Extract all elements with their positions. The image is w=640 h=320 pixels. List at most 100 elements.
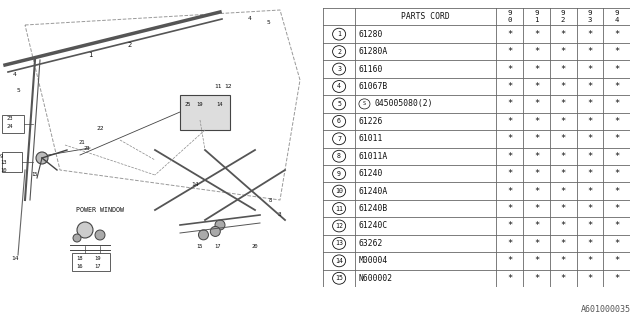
Circle shape — [198, 230, 209, 240]
Text: 61160: 61160 — [358, 65, 383, 74]
Text: *: * — [507, 256, 513, 265]
Text: *: * — [588, 187, 593, 196]
Text: *: * — [507, 239, 513, 248]
Text: 2: 2 — [128, 42, 132, 48]
Text: *: * — [588, 117, 593, 126]
Text: *: * — [507, 100, 513, 108]
Text: *: * — [588, 239, 593, 248]
Text: *: * — [614, 100, 620, 108]
Circle shape — [77, 222, 93, 238]
Text: 63262: 63262 — [358, 239, 383, 248]
Text: 6: 6 — [337, 118, 341, 124]
Text: 11: 11 — [335, 205, 343, 212]
Text: *: * — [588, 274, 593, 283]
Text: *: * — [614, 117, 620, 126]
Text: *: * — [614, 239, 620, 248]
Text: 2: 2 — [337, 49, 341, 55]
Text: 12: 12 — [224, 84, 232, 90]
Text: *: * — [588, 30, 593, 39]
Bar — [180, 95, 230, 130]
Text: 61280: 61280 — [358, 30, 383, 39]
Text: *: * — [588, 47, 593, 56]
Text: 61240: 61240 — [358, 169, 383, 178]
Text: *: * — [534, 204, 539, 213]
Text: *: * — [507, 65, 513, 74]
Text: *: * — [561, 221, 566, 230]
Text: 9: 9 — [614, 10, 619, 16]
Text: *: * — [588, 256, 593, 265]
Text: 20: 20 — [252, 244, 259, 250]
Text: 14: 14 — [191, 182, 199, 188]
Text: *: * — [614, 274, 620, 283]
Text: 9: 9 — [0, 154, 3, 158]
Text: 15: 15 — [32, 172, 38, 178]
Text: 15: 15 — [335, 275, 343, 281]
Text: 8: 8 — [337, 153, 341, 159]
Text: 13: 13 — [335, 240, 343, 246]
Text: *: * — [534, 100, 539, 108]
Text: 3: 3 — [278, 212, 282, 218]
Text: *: * — [561, 152, 566, 161]
Text: 11: 11 — [214, 84, 221, 90]
Text: 61240C: 61240C — [358, 221, 388, 230]
Text: 4: 4 — [337, 84, 341, 90]
Text: *: * — [507, 30, 513, 39]
Text: 21: 21 — [79, 140, 85, 146]
Circle shape — [215, 220, 225, 230]
Text: 5: 5 — [266, 20, 270, 25]
Text: 10: 10 — [335, 188, 343, 194]
Text: *: * — [614, 169, 620, 178]
Text: *: * — [588, 204, 593, 213]
Text: 16: 16 — [77, 263, 83, 268]
Text: 3: 3 — [588, 17, 592, 23]
Text: 23: 23 — [7, 116, 13, 122]
Text: *: * — [507, 117, 513, 126]
Text: *: * — [561, 169, 566, 178]
Text: *: * — [614, 30, 620, 39]
Text: *: * — [534, 117, 539, 126]
Text: *: * — [561, 256, 566, 265]
Text: 12: 12 — [335, 223, 343, 229]
Text: 1: 1 — [534, 17, 539, 23]
Text: *: * — [507, 204, 513, 213]
Text: *: * — [534, 65, 539, 74]
Text: *: * — [534, 47, 539, 56]
Text: 1: 1 — [88, 52, 92, 58]
Text: *: * — [534, 239, 539, 248]
Text: *: * — [588, 169, 593, 178]
Text: 25: 25 — [185, 102, 191, 108]
Text: 1: 1 — [337, 31, 341, 37]
Bar — [2, 152, 22, 172]
Text: 4: 4 — [13, 73, 17, 77]
Text: 19: 19 — [196, 102, 204, 108]
Text: *: * — [561, 65, 566, 74]
Text: *: * — [507, 187, 513, 196]
Text: 14: 14 — [335, 258, 343, 264]
Text: 61226: 61226 — [358, 117, 383, 126]
Text: *: * — [534, 256, 539, 265]
Text: *: * — [507, 47, 513, 56]
Text: *: * — [507, 152, 513, 161]
Text: S: S — [363, 101, 366, 107]
Bar — [72, 253, 110, 271]
Text: 0: 0 — [508, 17, 512, 23]
Circle shape — [73, 234, 81, 242]
Text: *: * — [614, 256, 620, 265]
Circle shape — [36, 152, 48, 164]
Text: *: * — [614, 152, 620, 161]
Text: *: * — [614, 187, 620, 196]
Text: 7: 7 — [337, 136, 341, 142]
Text: *: * — [588, 65, 593, 74]
Text: *: * — [561, 134, 566, 143]
Text: *: * — [534, 274, 539, 283]
Text: *: * — [614, 204, 620, 213]
Text: 9: 9 — [534, 10, 539, 16]
Text: *: * — [534, 187, 539, 196]
Text: 8: 8 — [268, 197, 271, 203]
Text: 17: 17 — [95, 263, 101, 268]
Text: *: * — [534, 169, 539, 178]
Text: 13: 13 — [0, 161, 6, 165]
Text: *: * — [507, 82, 513, 91]
Text: *: * — [614, 134, 620, 143]
Text: *: * — [561, 47, 566, 56]
